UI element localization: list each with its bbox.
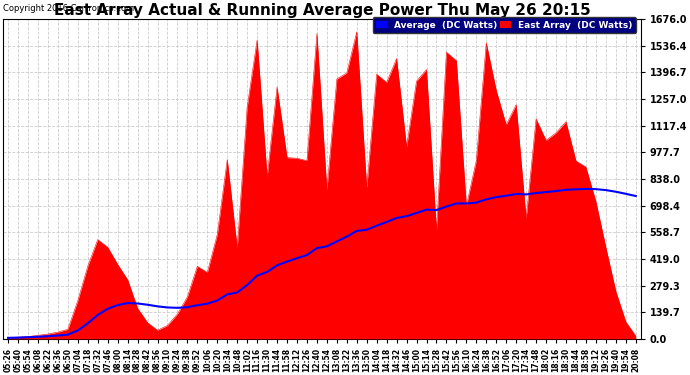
Text: Copyright 2016 Cartronics.com: Copyright 2016 Cartronics.com <box>3 3 135 12</box>
Legend: Average  (DC Watts), East Array  (DC Watts): Average (DC Watts), East Array (DC Watts… <box>373 17 636 33</box>
Title: East Array Actual & Running Average Power Thu May 26 20:15: East Array Actual & Running Average Powe… <box>54 3 590 18</box>
